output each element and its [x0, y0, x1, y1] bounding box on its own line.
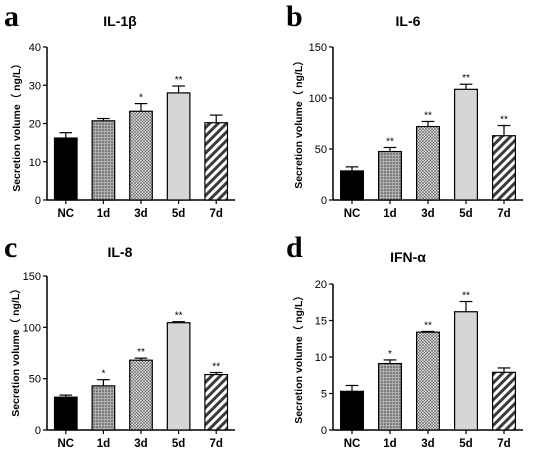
significance-marker: ** [462, 73, 470, 84]
x-tick-label: 5d [459, 208, 472, 220]
y-tick-label: 150 [23, 271, 41, 283]
chart-title: IL-8 [108, 244, 133, 260]
x-tick-label: 3d [134, 438, 147, 450]
x-tick-label: 5d [459, 438, 472, 450]
significance-marker: ** [212, 362, 220, 373]
y-axis-label: Secretion volume（ ng/L） [292, 55, 305, 189]
y-tick-label: 20 [29, 119, 41, 131]
panel-letter: a [4, 0, 19, 33]
significance-marker: ** [137, 347, 145, 358]
x-tick-label: 7d [209, 438, 222, 450]
significance-marker: ** [500, 115, 508, 126]
y-tick-label: 50 [315, 144, 327, 156]
bar-1d [378, 150, 403, 201]
y-tick-label: 10 [315, 352, 327, 364]
significance-marker: * [139, 93, 143, 104]
chart-panel-d: d IFN-α Secretion volume（ ng/L） 0 5 10 15 20 NC 1… [286, 231, 523, 450]
panel-letter: b [286, 0, 303, 33]
chart-panel-b: b IL-6 Secretion volume（ ng/L） 0 50 100 150 NC 1… [286, 0, 523, 220]
y-tick-label: 0 [321, 425, 327, 437]
chart-panel-a: a IL-1β Secretion volume（ ng/L） 0 10 20 30 40 NC… [4, 0, 235, 220]
bar-3d [416, 331, 441, 431]
x-tick-label: 7d [497, 208, 510, 220]
bar-nc [340, 390, 365, 431]
x-tick-label: 1d [383, 438, 396, 450]
significance-marker: ** [424, 320, 432, 331]
bar-3d [416, 125, 441, 201]
significance-marker: ** [462, 291, 470, 302]
x-tick-label: NC [57, 438, 74, 450]
bar-7d [492, 135, 517, 201]
y-axis-label: Secretion volume（ ng/L） [292, 290, 305, 424]
x-tick-label: 7d [209, 208, 222, 220]
bar-5d [454, 88, 479, 201]
y-tick-label: 20 [315, 279, 327, 291]
significance-marker: * [101, 369, 105, 380]
y-tick-label: 50 [29, 374, 41, 386]
x-tick-label: 3d [421, 208, 434, 220]
significance-marker: ** [175, 311, 183, 322]
y-tick-label: 30 [29, 80, 41, 92]
bar-7d [204, 373, 229, 431]
y-axis-label: Secretion volume（ ng/L） [10, 58, 23, 192]
y-tick-label: 0 [35, 425, 41, 437]
significance-marker: * [388, 349, 392, 360]
panel-letter: d [286, 231, 303, 264]
chart-title: IL-1β [103, 13, 137, 29]
x-tick-label: 5d [172, 208, 185, 220]
y-axis-label: Secretion volume（ ng/L） [9, 283, 22, 417]
x-tick-label: 1d [97, 438, 110, 450]
y-tick-label: 100 [309, 93, 327, 105]
y-tick-label: 15 [315, 316, 327, 328]
significance-marker: ** [175, 75, 183, 86]
x-tick-label: 1d [97, 208, 110, 220]
panel-letter: c [4, 231, 17, 264]
bar-3d [129, 110, 153, 201]
y-tick-label: 40 [29, 42, 41, 54]
significance-marker: ** [386, 136, 394, 147]
x-tick-label: NC [57, 208, 74, 220]
y-tick-label: 100 [23, 322, 41, 334]
chart-title: IFN-α [390, 249, 426, 265]
bar-1d [91, 120, 116, 201]
bar-7d [492, 371, 517, 431]
bar-7d [204, 122, 229, 201]
bar-5d [166, 92, 191, 201]
x-tick-label: 7d [497, 438, 510, 450]
bar-3d [129, 359, 153, 431]
x-tick-label: 1d [383, 208, 396, 220]
x-tick-label: NC [344, 208, 361, 220]
chart-panel-c: c IL-8 Secretion volume（ ng/L） 0 50 100 150 NC 1… [4, 231, 235, 450]
y-tick-label: 0 [35, 195, 41, 207]
y-tick-label: 5 [321, 389, 327, 401]
x-tick-label: 3d [134, 208, 147, 220]
bar-nc [53, 137, 78, 201]
x-tick-label: 3d [421, 438, 434, 450]
chart-title: IL-6 [396, 13, 421, 29]
bar-nc [53, 396, 78, 431]
x-tick-label: NC [344, 438, 361, 450]
bar-1d [378, 362, 403, 431]
x-tick-label: 5d [172, 438, 185, 450]
bar-5d [454, 311, 479, 431]
bar-nc [340, 170, 365, 201]
y-tick-label: 150 [309, 42, 327, 54]
bar-5d [166, 322, 191, 431]
y-tick-label: 0 [321, 195, 327, 207]
significance-marker: ** [424, 110, 432, 121]
bar-1d [91, 385, 116, 431]
y-tick-label: 10 [29, 157, 41, 169]
